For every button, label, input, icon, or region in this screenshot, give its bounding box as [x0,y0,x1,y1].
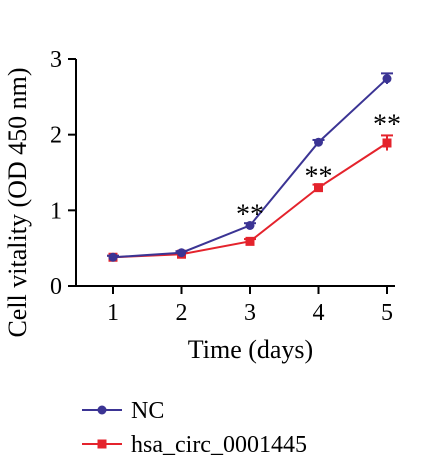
series-layer [107,72,393,262]
significance-mark-0: ** [236,199,264,230]
series-0 [107,72,393,262]
point-1-2 [245,236,255,246]
x-axis-title: Time (days) [188,335,313,364]
point-0-4 [382,74,392,84]
legend-marker-0 [97,405,107,415]
y-tick-label-0: 0 [50,274,62,300]
legend-item-0: NC [82,398,164,424]
axes [75,59,395,287]
point-0-1 [177,248,186,258]
point-0-2 [245,220,255,230]
x-tick-label-1: 1 [107,300,119,326]
legend-label-1: hsa_circ_0001445 [131,432,307,458]
y-tick-label-3: 3 [50,47,62,73]
y-tick-label-1: 1 [50,198,62,224]
point-1-3 [314,183,323,193]
y-axis-title: Cell vitality (OD 450 nm) [3,67,32,337]
point-0-0 [108,252,118,262]
x-tick-label-3: 3 [244,300,256,326]
significance-mark-2: ** [373,109,401,140]
x-tick-label-2: 2 [176,300,188,326]
legend: NC hsa_circ_0001445 [82,398,307,458]
x-tick-label-5: 5 [381,300,393,326]
y-ticks: 0 1 2 3 [50,47,76,300]
annotations: ** ** ** [236,109,401,230]
x-tick-label-4: 4 [313,300,325,326]
point-0-3 [314,137,323,147]
legend-label-0: NC [131,398,164,424]
legend-marker-1 [97,439,107,449]
y-tick-label-2: 2 [50,123,62,149]
legend-item-1: hsa_circ_0001445 [82,432,307,458]
significance-mark-1: ** [305,162,333,193]
x-ticks: 1 2 3 4 5 [107,286,393,326]
point-1-4 [382,138,392,148]
